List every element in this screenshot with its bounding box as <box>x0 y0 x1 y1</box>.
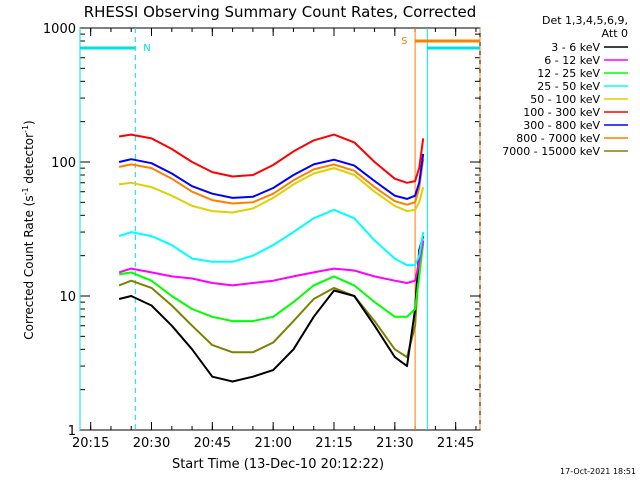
x-tick-label: 20:15 <box>72 436 109 451</box>
series-line <box>118 159 425 206</box>
series-lines <box>118 133 425 383</box>
x-tick-label: 21:00 <box>254 436 291 451</box>
x-axis-label: Start Time (13-Dec-10 20:12:22) <box>172 457 384 472</box>
y-axis: 1 10 100 1000 <box>43 22 480 439</box>
y-axis-label-mid: detector <box>22 133 36 188</box>
y-tick-label: 1000 <box>43 22 76 37</box>
chart-title: RHESSI Observing Summary Count Rates, Co… <box>84 3 477 21</box>
legend-subheader: Att 0 <box>602 27 628 40</box>
plot-frame <box>79 27 481 431</box>
x-tick-label: 21:15 <box>315 436 352 451</box>
legend-entry-label: 300 - 800 keV <box>523 119 600 132</box>
legend-entry-label: 50 - 100 keV <box>530 93 600 106</box>
series-line <box>118 235 425 383</box>
legend-entry-label: 25 - 50 keV <box>537 80 600 93</box>
y-axis-label-main: Corrected Count Rate (s <box>22 195 36 339</box>
series-line <box>118 153 425 200</box>
y-tick-label: 1 <box>68 424 76 439</box>
x-tick-label: 21:45 <box>437 436 474 451</box>
y-axis-label-sup1: -1 <box>21 187 30 195</box>
series-line <box>118 208 425 267</box>
legend-header: Det 1,3,4,5,6,9, <box>542 14 628 27</box>
legend-entry-label: 800 - 7000 keV <box>516 132 600 145</box>
x-tick-label: 21:30 <box>376 436 413 451</box>
y-tick-label: 100 <box>51 156 76 171</box>
legend-entry-label: 3 - 6 keV <box>551 41 600 54</box>
x-tick-label: 20:45 <box>194 436 231 451</box>
observing-markers: NS <box>79 28 481 430</box>
y-axis-label-sup2: -1 <box>21 125 30 133</box>
series-line <box>118 240 425 287</box>
y-axis-label-end: ) <box>22 120 36 125</box>
x-tick-label: 20:30 <box>133 436 170 451</box>
series-line <box>118 240 425 359</box>
series-line <box>118 242 425 323</box>
legend-entry-label: 100 - 300 keV <box>523 106 600 119</box>
series-line <box>118 133 425 184</box>
night-label: N <box>143 43 150 54</box>
saa-label: S <box>401 36 407 47</box>
x-axis: 20:15 20:30 20:45 21:00 21:15 21:30 21:45 <box>72 28 477 451</box>
footer-timestamp: 17-Oct-2021 18:51 <box>560 467 636 476</box>
legend-entry-label: 6 - 12 keV <box>544 54 600 67</box>
series-line <box>118 167 425 214</box>
y-axis-label: Corrected Count Rate (s-1 detector-1) <box>21 120 36 339</box>
legend-entry-label: 12 - 25 keV <box>537 67 600 80</box>
legend-entry-label: 7000 - 15000 keV <box>502 145 600 158</box>
y-tick-label: 10 <box>59 290 76 305</box>
